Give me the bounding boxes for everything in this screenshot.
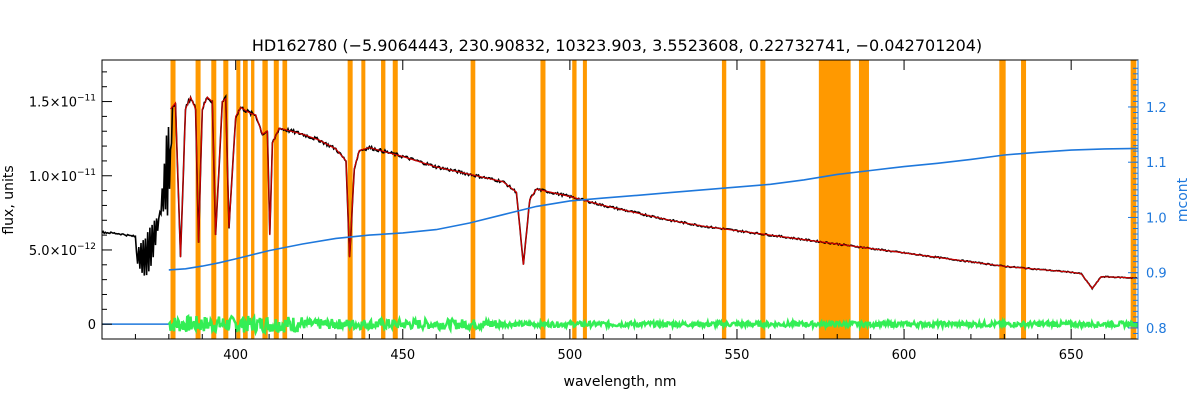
x-tick-label-550: 550: [725, 348, 750, 363]
mask-band-18: [721, 60, 727, 339]
mask-band-16: [572, 60, 577, 339]
mask-band-11: [361, 60, 366, 339]
plot-frame: [101, 59, 1139, 340]
mask-band-13: [392, 60, 398, 339]
mask-band-5: [243, 60, 248, 339]
mask-band-2: [211, 60, 217, 339]
mask-band-8: [273, 60, 279, 339]
y-tick-label-2: 1.0×10−11: [29, 168, 96, 185]
y-tick-label-0: 0: [88, 318, 96, 333]
mask-band-23: [1021, 60, 1027, 339]
mask-band-24: [1130, 60, 1137, 339]
y2-tick-label-3: 1.1: [1146, 156, 1167, 171]
mask-band-19: [760, 60, 766, 339]
y-tick-label-3: 1.5×10−11: [29, 94, 96, 111]
x-tick-label-400: 400: [223, 348, 248, 363]
y-axis: 0 5.0×10−12 1.0×10−11 1.5×10−11: [29, 71, 112, 333]
mask-bands: [170, 60, 1137, 339]
mask-band-21: [858, 60, 869, 339]
x-tick-label-650: 650: [1059, 348, 1084, 363]
x-tick-label-600: 600: [892, 348, 917, 363]
chart-title: HD162780 (−5.9064443, 230.90832, 10323.9…: [252, 36, 982, 55]
y2-tick-label-4: 1.2: [1146, 101, 1167, 116]
y2-tick-label-1: 0.9: [1146, 267, 1167, 282]
x-tick-label-450: 450: [390, 348, 415, 363]
x-axis-label: wavelength, nm: [564, 374, 677, 390]
mask-band-9: [282, 60, 288, 339]
y-tick-label-1: 5.0×10−12: [29, 242, 96, 259]
mask-band-0: [170, 60, 176, 339]
y2-axis-label: mcont: [1175, 177, 1191, 222]
mask-band-4: [236, 60, 241, 339]
model-spectrum: [170, 95, 1139, 290]
series-group: [101, 93, 1139, 291]
y2-tick-label-0: 0.8: [1146, 322, 1167, 337]
y2-axis: 0.8 0.9 1.0 1.1 1.2: [1128, 67, 1167, 337]
mask-band-14: [470, 60, 476, 339]
residual-line: [167, 313, 1139, 337]
x-tick-label-500: 500: [557, 348, 582, 363]
mask-band-6: [251, 60, 255, 339]
y2-tick-label-2: 1.0: [1146, 211, 1167, 226]
mcont-series: [168, 147, 1139, 271]
mask-band-10: [347, 60, 353, 339]
mask-band-20: [818, 60, 851, 339]
mask-band-15: [540, 60, 546, 339]
observed-spectrum: [101, 93, 1138, 291]
residual-series: [102, 313, 1139, 337]
y-axis-label: flux, units: [1, 165, 17, 234]
mask-band-12: [381, 60, 386, 339]
mask-band-3: [223, 60, 229, 339]
mask-band-22: [999, 60, 1006, 339]
mask-band-7: [262, 60, 268, 339]
x-axis: 400 450 500 550 600 650: [134, 60, 1106, 363]
